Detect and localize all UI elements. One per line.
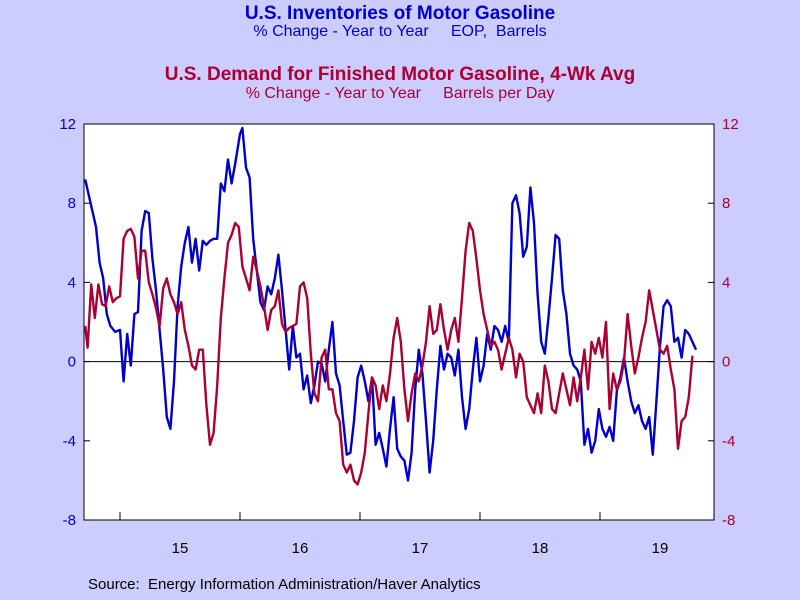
right-tick-label: 8 — [722, 195, 730, 212]
chart-title-2: U.S. Demand for Finished Motor Gasoline,… — [164, 64, 636, 85]
right-tick-label: 0 — [722, 354, 730, 371]
chart-subtitle: % Change - Year to Year EOP, Barrels — [253, 23, 547, 40]
left-axis: 12 8 4 0 -4 -8 — [59, 116, 90, 529]
x-tick-label: 18 — [532, 540, 549, 557]
right-tick-label: -4 — [722, 433, 735, 450]
x-axis: 15 16 17 18 19 — [119, 512, 669, 557]
right-tick-label: 12 — [722, 116, 739, 133]
left-tick-label: -8 — [63, 512, 76, 529]
right-tick-label: 4 — [722, 274, 730, 291]
right-tick-label: -8 — [722, 512, 735, 529]
source-note: Source: Energy Information Administratio… — [88, 576, 481, 593]
left-tick-label: 8 — [68, 195, 76, 212]
left-tick-label: 4 — [68, 274, 76, 291]
x-tick-label: 15 — [172, 540, 189, 557]
left-tick-label: -4 — [63, 433, 76, 450]
right-axis: 12 8 4 0 -4 -8 — [708, 116, 739, 529]
series-line-inventories — [84, 126, 698, 482]
left-tick-label: 0 — [68, 354, 76, 371]
series-group — [84, 126, 698, 486]
chart-title: U.S. Inventories of Motor Gasoline — [244, 3, 556, 24]
x-tick-label: 16 — [292, 540, 309, 557]
chart-subtitle-2: % Change - Year to Year Barrels per Day — [245, 85, 555, 102]
x-tick-label: 19 — [652, 540, 669, 557]
series-line-demand — [84, 221, 694, 486]
x-tick-label: 17 — [412, 540, 429, 557]
left-tick-label: 12 — [59, 116, 76, 133]
